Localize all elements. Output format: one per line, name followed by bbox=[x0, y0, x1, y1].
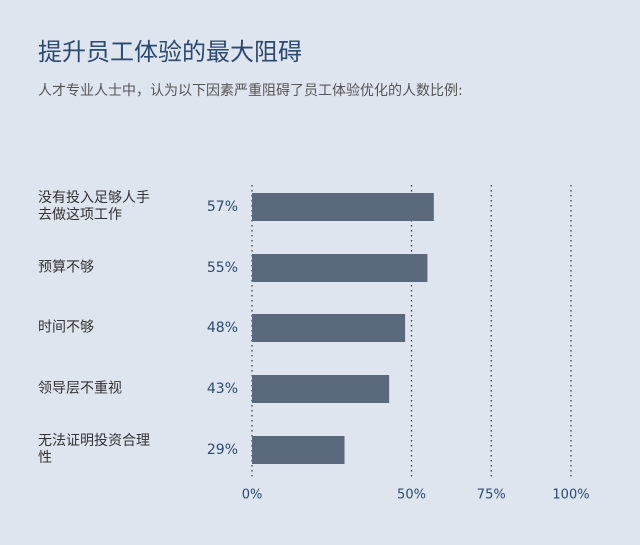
y-tick-label: 没有投入足够人手去做这项工作 bbox=[38, 190, 150, 223]
y-tick-label: 时间不够 bbox=[38, 319, 94, 336]
chart-title: 提升员工体验的最大阻碍 bbox=[38, 38, 302, 66]
value-label: 55% bbox=[207, 260, 238, 276]
bar bbox=[252, 436, 345, 464]
y-tick-label: 领导层不重视 bbox=[38, 380, 122, 397]
x-tick-label: 50% bbox=[397, 488, 426, 503]
bar bbox=[252, 193, 434, 221]
bar bbox=[252, 314, 406, 342]
value-label: 29% bbox=[207, 442, 238, 458]
y-tick-label: 无法证明投资合理性 bbox=[38, 433, 150, 466]
bar bbox=[252, 375, 390, 403]
x-tick-label: 100% bbox=[552, 488, 589, 503]
chart-subtitle: 人才专业人士中，认为以下因素严重阻碍了员工体验优化的人数比例: bbox=[38, 83, 463, 99]
value-label: 57% bbox=[207, 199, 238, 215]
y-tick-label: 预算不够 bbox=[38, 259, 94, 276]
bar bbox=[252, 254, 428, 282]
value-label: 43% bbox=[207, 381, 238, 397]
value-label: 48% bbox=[207, 320, 238, 336]
x-tick-label: 0% bbox=[242, 488, 263, 503]
x-tick-label: 75% bbox=[477, 488, 506, 503]
